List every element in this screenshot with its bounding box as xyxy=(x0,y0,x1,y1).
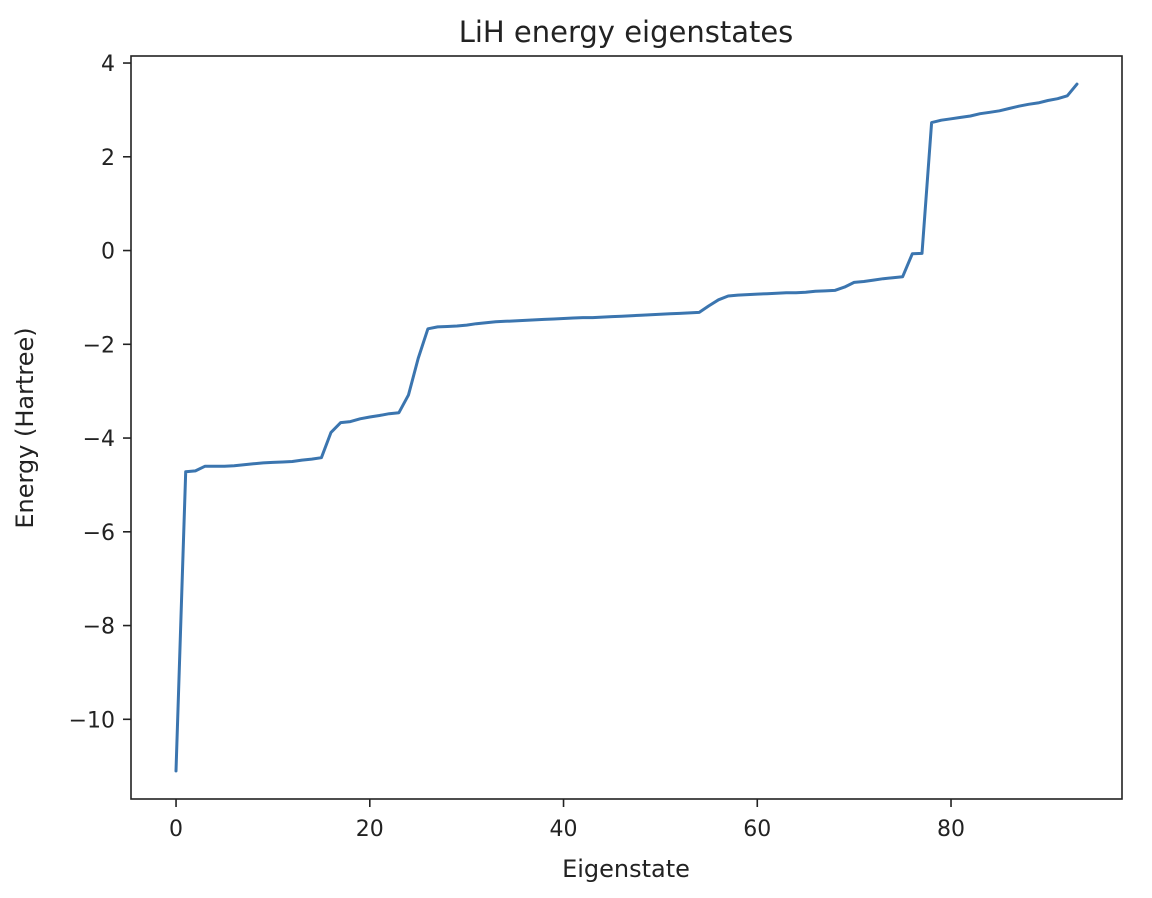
y-tick-label: −4 xyxy=(83,427,115,452)
y-tick-label: −8 xyxy=(83,615,115,640)
chart-title: LiH energy eigenstates xyxy=(459,15,794,49)
y-tick-label: 4 xyxy=(101,52,115,77)
y-axis-title: Energy (Hartree) xyxy=(11,327,39,528)
y-tick-label: 2 xyxy=(101,146,115,171)
x-axis-title: Eigenstate xyxy=(562,855,690,883)
y-tick-label: −2 xyxy=(83,333,115,358)
y-axis-ticks: 4 2 0 −2 −4 −6 −8 −10 xyxy=(69,52,131,733)
y-tick-label: −6 xyxy=(83,521,115,546)
y-tick-label: 0 xyxy=(101,240,115,265)
x-tick-label: 60 xyxy=(743,817,771,842)
y-tick-label: −10 xyxy=(69,708,115,733)
x-tick-label: 80 xyxy=(937,817,965,842)
x-tick-label: 20 xyxy=(356,817,384,842)
x-tick-label: 40 xyxy=(550,817,578,842)
series-line xyxy=(174,82,1079,773)
x-axis-ticks: 0 20 40 60 80 xyxy=(169,799,965,842)
plot-frame xyxy=(130,55,1123,800)
x-tick-label: 0 xyxy=(169,817,183,842)
